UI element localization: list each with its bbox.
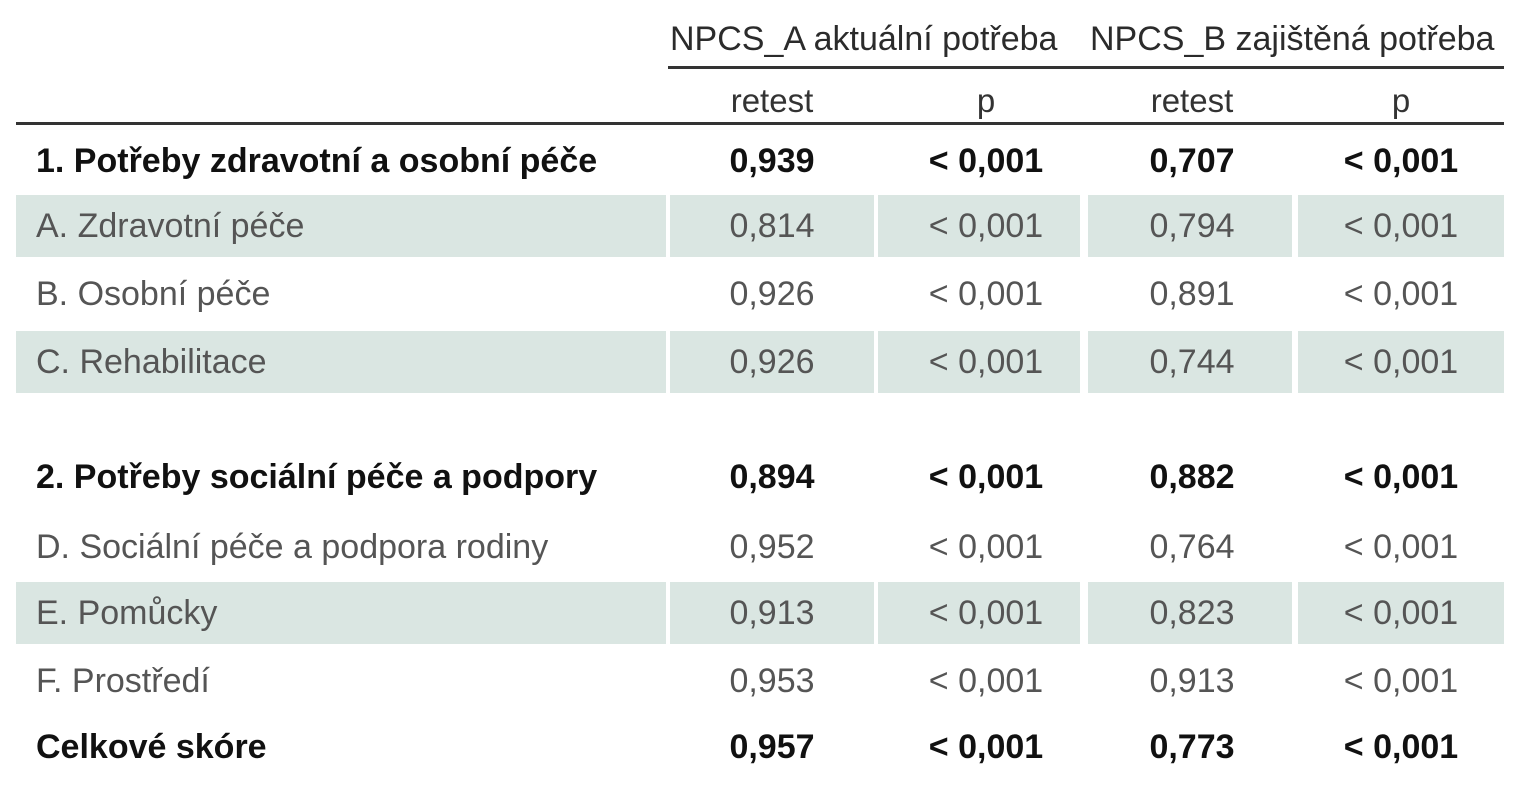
cell-b-p: < 0,001 [1343,207,1459,245]
table-row-total: Celkové skóre 0,957 < 0,001 0,773 < 0,00… [16,716,1504,778]
cell-a-p: < 0,001 [928,662,1044,700]
row-label: C. Rehabilitace [36,343,267,381]
cell-a-p: < 0,001 [928,343,1044,381]
cell-a-p: < 0,001 [928,275,1044,313]
cell-a-p: < 0,001 [928,458,1044,496]
table-row: E. Pomůcky 0,913 < 0,001 0,823 < 0,001 [16,582,1504,644]
group-header-rule [668,66,1504,69]
table-row: F. Prostředí 0,953 < 0,001 0,913 < 0,001 [16,650,1504,712]
cell-a-p: < 0,001 [928,528,1044,566]
cell-a-retest: 0,894 [729,458,815,496]
cell-a-retest: 0,953 [729,662,815,700]
row-label: B. Osobní péče [36,275,271,313]
group-header-npcs-b: NPCS_B zajištěná potřeba [1090,20,1495,58]
cell-b-p: < 0,001 [1343,275,1459,313]
cell-a-retest: 0,926 [729,275,815,313]
col-header-a-retest: retest [730,82,814,119]
cell-a-retest: 0,939 [729,142,815,180]
cell-a-p: < 0,001 [928,728,1044,766]
cell-a-retest: 0,957 [729,728,815,766]
cell-a-p: < 0,001 [928,142,1044,180]
group-header-npcs-a: NPCS_A aktuální potřeba [670,20,1058,58]
row-label: A. Zdravotní péče [36,207,305,245]
cell-b-retest: 0,913 [1149,662,1235,700]
cell-b-p: < 0,001 [1343,662,1459,700]
cell-b-p: < 0,001 [1343,458,1459,496]
col-header-b-retest: retest [1150,82,1234,119]
cell-a-retest: 0,952 [729,528,815,566]
table-row: B. Osobní péče 0,926 < 0,001 0,891 < 0,0… [16,263,1504,325]
row-label: 2. Potřeby sociální péče a podpory [36,458,598,496]
table-row: A. Zdravotní péče 0,814 < 0,001 0,794 < … [16,195,1504,257]
table-row: C. Rehabilitace 0,926 < 0,001 0,744 < 0,… [16,331,1504,393]
cell-b-retest: 0,891 [1149,275,1235,313]
cell-b-retest: 0,707 [1149,142,1235,180]
cell-a-p: < 0,001 [928,207,1044,245]
cell-a-retest: 0,913 [729,594,815,632]
cell-b-retest: 0,773 [1149,728,1235,766]
col-header-a-p: p [976,82,996,119]
cell-b-retest: 0,794 [1149,207,1235,245]
row-label: 1. Potřeby zdravotní a osobní péče [36,142,598,180]
cell-b-retest: 0,823 [1149,594,1235,632]
row-label: D. Sociální péče a podpora rodiny [36,528,549,566]
cell-b-p: < 0,001 [1343,528,1459,566]
cell-b-retest: 0,764 [1149,528,1235,566]
cell-b-p: < 0,001 [1343,594,1459,632]
cell-b-retest: 0,882 [1149,458,1235,496]
cell-a-retest: 0,926 [729,343,815,381]
cell-b-p: < 0,001 [1343,142,1459,180]
header-rule [16,122,1504,125]
cell-a-p: < 0,001 [928,594,1044,632]
table-row: D. Sociální péče a podpora rodiny 0,952 … [16,516,1504,578]
row-label: Celkové skóre [36,728,267,766]
cell-b-p: < 0,001 [1343,728,1459,766]
cell-b-retest: 0,744 [1149,343,1235,381]
table-row-section-1: 1. Potřeby zdravotní a osobní péče 0,939… [16,130,1504,192]
col-header-b-p: p [1391,82,1411,119]
cell-a-retest: 0,814 [729,207,815,245]
row-label: F. Prostředí [36,662,210,700]
row-label: E. Pomůcky [36,594,218,632]
cell-b-p: < 0,001 [1343,343,1459,381]
table-row-section-2: 2. Potřeby sociální péče a podpory 0,894… [16,446,1504,508]
